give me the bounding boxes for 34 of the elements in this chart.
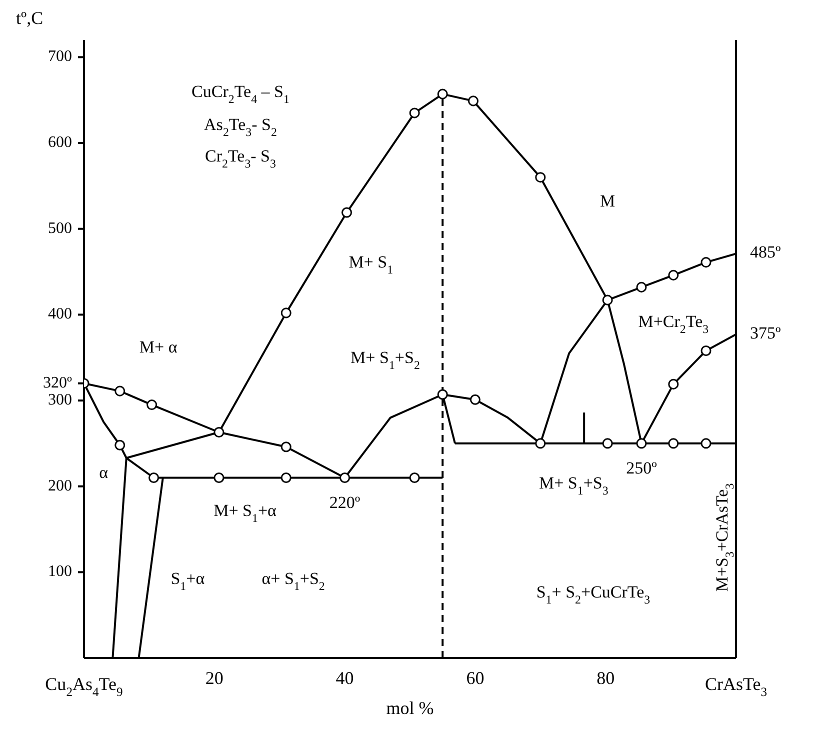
- y-tick-label: 600: [48, 134, 72, 151]
- annotation: α+ S$_{1}$+S$_{2}$: [262, 569, 325, 593]
- annotation: 220º: [329, 492, 360, 512]
- annotation: S$_{1}$+ S$_{2}$+CuCrTe$_{3}$: [536, 582, 650, 606]
- annotation: M: [600, 191, 616, 210]
- annotation: M+Cr$_{2}$Te$_{3}$: [638, 312, 709, 336]
- annotation: M+ S$_{1}$+S$_{3}$: [538, 473, 608, 498]
- annotation: Cr$_{2}$Te$_{3}$- S$_{3}$: [204, 146, 276, 170]
- x-axis-title: mol %: [386, 698, 434, 718]
- annotation: M+ S$_{1}$+α: [214, 501, 277, 525]
- x-tick-label: 80: [596, 668, 615, 688]
- annotation: α: [99, 462, 108, 482]
- text: CrAsTe$_{3}$: [704, 674, 768, 699]
- y-tick-label: 400: [48, 305, 72, 322]
- annotation: 375º: [750, 323, 781, 342]
- y-axis-title: tº,C: [16, 8, 44, 28]
- y-tick-label: 700: [48, 48, 72, 65]
- text: Cu$_{2}$As$_{4}$Te$_{9}$: [45, 674, 123, 699]
- y-tick-label: 200: [48, 477, 72, 494]
- y-tick-label: 500: [48, 220, 72, 237]
- annotation: S$_{1}$+α: [170, 569, 205, 593]
- y-tick-label: 300: [48, 391, 72, 408]
- x-tick-label: 20: [205, 668, 224, 688]
- annotation: M+ S$_{1}$: [348, 252, 394, 276]
- x-tick-label: 40: [336, 668, 354, 688]
- annotation: 250º: [626, 458, 657, 478]
- annotation: As$_{2}$Te$_{3}$- S$_{2}$: [204, 114, 277, 139]
- x-tick-label: 60: [466, 668, 484, 688]
- y-tick-label: 100: [48, 562, 72, 580]
- annotation: CuCr$_{2}$Te$_{4}$ – S$_{1}$: [192, 82, 290, 106]
- y-tick-label: 320º: [43, 374, 72, 392]
- annotation: 485º: [750, 242, 781, 262]
- annotation: M+ α: [139, 337, 178, 356]
- annotation: M+ S$_{1}$+S$_{2}$: [350, 348, 420, 372]
